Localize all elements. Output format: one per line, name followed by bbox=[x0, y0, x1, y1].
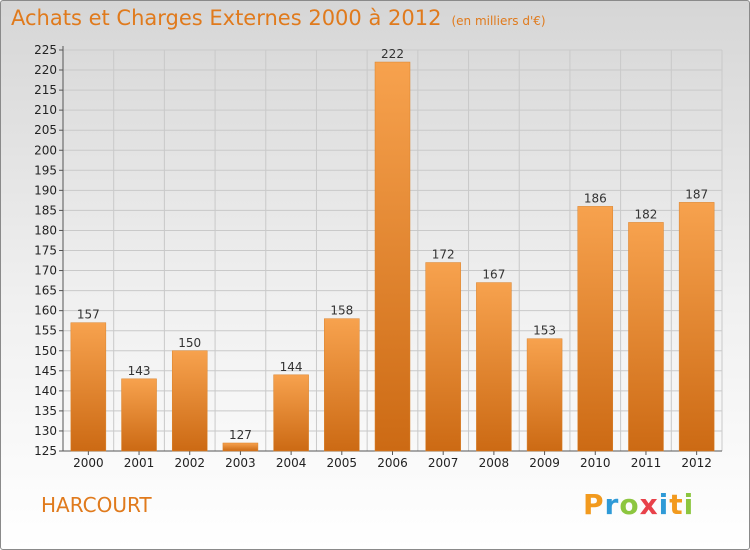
bar-2003 bbox=[222, 442, 259, 452]
x-tick-label: 2007 bbox=[428, 456, 459, 470]
value-label: 167 bbox=[482, 268, 505, 282]
y-tick-label: 185 bbox=[34, 203, 57, 217]
value-label: 144 bbox=[280, 360, 303, 374]
bars: 157 143 150 127 144 158 222 172 167 153 186 182 187 bbox=[70, 47, 715, 452]
value-label: 143 bbox=[128, 364, 151, 378]
title-line: Achats et Charges Externes 2000 à 2012 (e… bbox=[11, 6, 546, 30]
bar-2012 bbox=[678, 202, 715, 452]
chart-subtitle: (en milliers d'€) bbox=[451, 14, 546, 28]
brand-letter: t bbox=[669, 488, 684, 521]
brand-letter: o bbox=[619, 488, 640, 521]
x-tick-label: 2010 bbox=[580, 456, 611, 470]
value-label: 150 bbox=[178, 336, 201, 350]
y-tick-label: 130 bbox=[34, 424, 57, 438]
x-tick-label: 2002 bbox=[174, 456, 205, 470]
brand-letter: i bbox=[683, 488, 695, 521]
y-tick-label: 145 bbox=[34, 364, 57, 378]
y-tick-label: 225 bbox=[34, 43, 57, 57]
brand-letter: i bbox=[658, 488, 670, 521]
chart-title: Achats et Charges Externes 2000 à 2012 bbox=[11, 6, 442, 30]
x-tick-label: 2008 bbox=[479, 456, 510, 470]
bar-2007 bbox=[425, 262, 461, 452]
y-tick-label: 160 bbox=[34, 304, 57, 318]
y-tick-label: 135 bbox=[34, 404, 57, 418]
x-tick-label: 2004 bbox=[276, 456, 307, 470]
value-label: 222 bbox=[381, 47, 404, 61]
x-tick-label: 2003 bbox=[225, 456, 256, 470]
y-tick-label: 200 bbox=[34, 143, 57, 157]
y-tick-label: 150 bbox=[34, 344, 57, 358]
value-label: 186 bbox=[584, 191, 607, 205]
y-tick-label: 180 bbox=[34, 223, 57, 237]
bar-2010 bbox=[577, 206, 614, 452]
y-tick-label: 170 bbox=[34, 264, 57, 278]
bar-2009 bbox=[526, 338, 563, 452]
y-tick-label: 205 bbox=[34, 123, 57, 137]
y-tick-label: 125 bbox=[34, 444, 57, 458]
value-label: 153 bbox=[533, 324, 556, 338]
value-label: 172 bbox=[432, 248, 455, 262]
x-tick-label: 2005 bbox=[327, 456, 358, 470]
x-tick-label: 2006 bbox=[377, 456, 408, 470]
value-label: 187 bbox=[685, 187, 708, 201]
x-tick-label: 2000 bbox=[73, 456, 104, 470]
y-tick-label: 210 bbox=[34, 103, 57, 117]
proxiti-logo[interactable]: Proxiti bbox=[583, 488, 694, 521]
value-label: 182 bbox=[635, 207, 658, 221]
y-tick-label: 195 bbox=[34, 163, 57, 177]
y-tick-label: 155 bbox=[34, 324, 57, 338]
brand-letter: r bbox=[604, 488, 620, 521]
y-tick-label: 190 bbox=[34, 183, 57, 197]
bar-2005 bbox=[324, 318, 360, 452]
bar-2004 bbox=[273, 374, 309, 452]
commune-name: HARCOURT bbox=[41, 493, 152, 517]
axes: 125 130 135 140 145 150 155 160 165 170 175 180 185 1… bbox=[34, 43, 722, 470]
bar-2008 bbox=[476, 282, 512, 452]
bar-2011 bbox=[628, 222, 664, 452]
y-tick-label: 220 bbox=[34, 63, 57, 77]
y-tick-label: 165 bbox=[34, 284, 57, 298]
x-tick-label: 2011 bbox=[631, 456, 662, 470]
x-tick-label: 2009 bbox=[529, 456, 560, 470]
y-tick-label: 140 bbox=[34, 384, 57, 398]
brand-letter: x bbox=[639, 488, 659, 521]
x-tick-label: 2012 bbox=[681, 456, 712, 470]
value-label: 158 bbox=[330, 304, 353, 318]
bar-2002 bbox=[171, 350, 208, 452]
brand-letter: P bbox=[583, 488, 605, 521]
x-tick-label: 2001 bbox=[124, 456, 155, 470]
bar-2000 bbox=[70, 322, 107, 452]
bar-2001 bbox=[121, 378, 157, 452]
y-tick-label: 175 bbox=[34, 244, 57, 258]
value-label: 127 bbox=[229, 428, 252, 442]
value-label: 157 bbox=[77, 308, 100, 322]
bar-2006 bbox=[374, 61, 411, 452]
y-tick-label: 215 bbox=[34, 83, 57, 97]
